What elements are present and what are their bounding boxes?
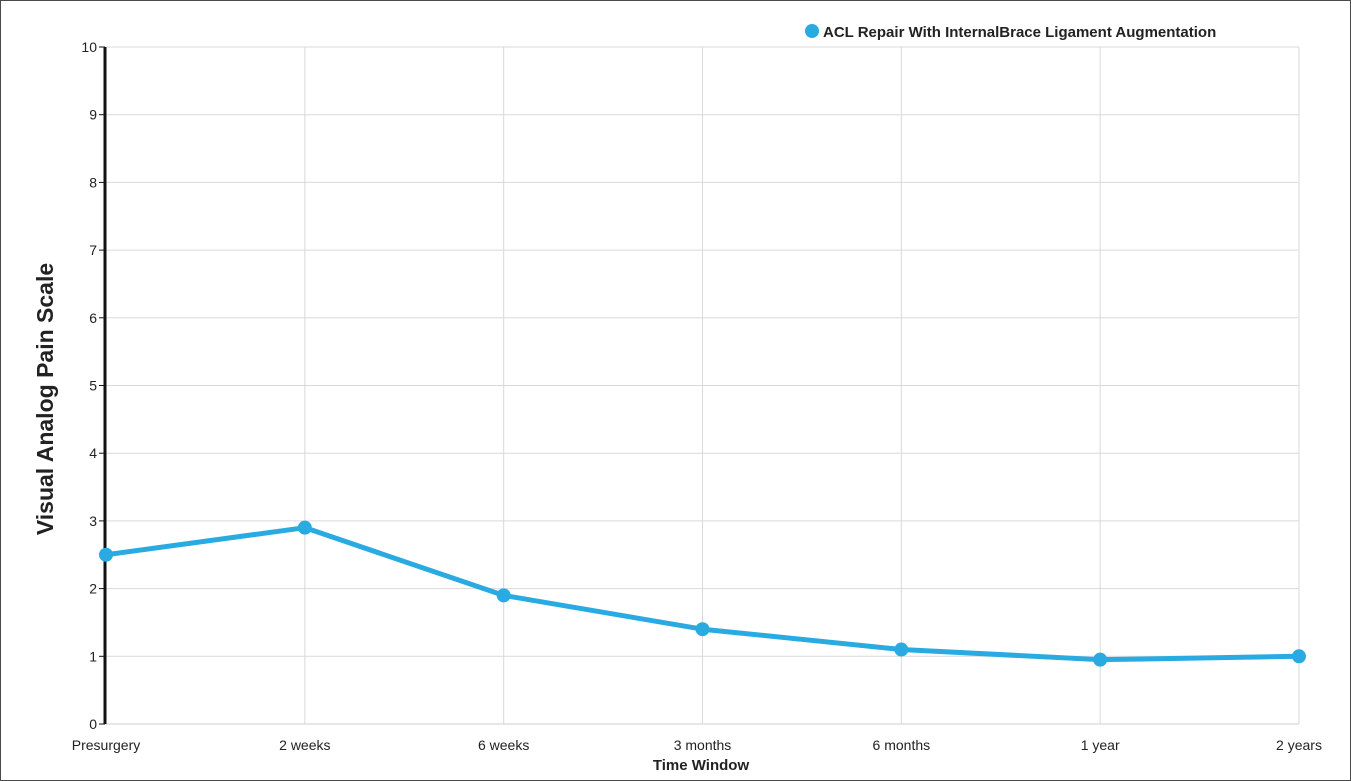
data-point[interactable] xyxy=(99,547,113,562)
y-tick-label: 9 xyxy=(89,107,97,123)
x-axis-title: Time Window xyxy=(653,757,750,774)
data-point[interactable] xyxy=(1093,652,1108,667)
y-tick-label: 4 xyxy=(89,445,97,461)
y-tick-label: 5 xyxy=(89,378,97,394)
x-tick-label: 2 years xyxy=(1276,737,1322,753)
y-tick-label: 7 xyxy=(89,242,97,258)
legend-label: ACL Repair With InternalBrace Ligament A… xyxy=(823,24,1216,41)
y-tick-label: 0 xyxy=(89,716,97,732)
y-tick-label: 3 xyxy=(89,513,97,529)
x-tick-labels: Presurgery 2 weeks 6 weeks 3 months 6 months… xyxy=(72,737,1322,753)
grid-lines xyxy=(99,46,1300,725)
series-layer xyxy=(99,520,1306,667)
x-tick-label: 3 months xyxy=(674,737,732,753)
x-tick-label: Presurgery xyxy=(72,737,140,753)
data-point[interactable] xyxy=(297,520,312,535)
data-point[interactable] xyxy=(695,622,710,637)
x-tick-label: 6 weeks xyxy=(478,737,529,753)
y-tick-labels: 0 1 2 3 4 5 6 7 8 9 10 xyxy=(81,39,97,732)
x-tick-label: 2 weeks xyxy=(279,737,330,753)
legend: ACL Repair With InternalBrace Ligament A… xyxy=(805,24,1216,41)
x-tick-label: 1 year xyxy=(1081,737,1120,753)
y-tick-label: 6 xyxy=(89,310,97,326)
y-tick-label: 8 xyxy=(89,174,97,190)
x-tick-label: 6 months xyxy=(873,737,931,753)
data-point[interactable] xyxy=(894,642,909,657)
y-axis-title: Visual Analog Pain Scale xyxy=(32,263,58,535)
y-tick-label: 2 xyxy=(89,581,97,597)
data-point[interactable] xyxy=(496,588,511,603)
y-tick-label: 10 xyxy=(81,39,97,55)
legend-marker-icon xyxy=(805,24,819,38)
data-point[interactable] xyxy=(1292,649,1306,664)
y-tick-label: 1 xyxy=(89,648,97,664)
